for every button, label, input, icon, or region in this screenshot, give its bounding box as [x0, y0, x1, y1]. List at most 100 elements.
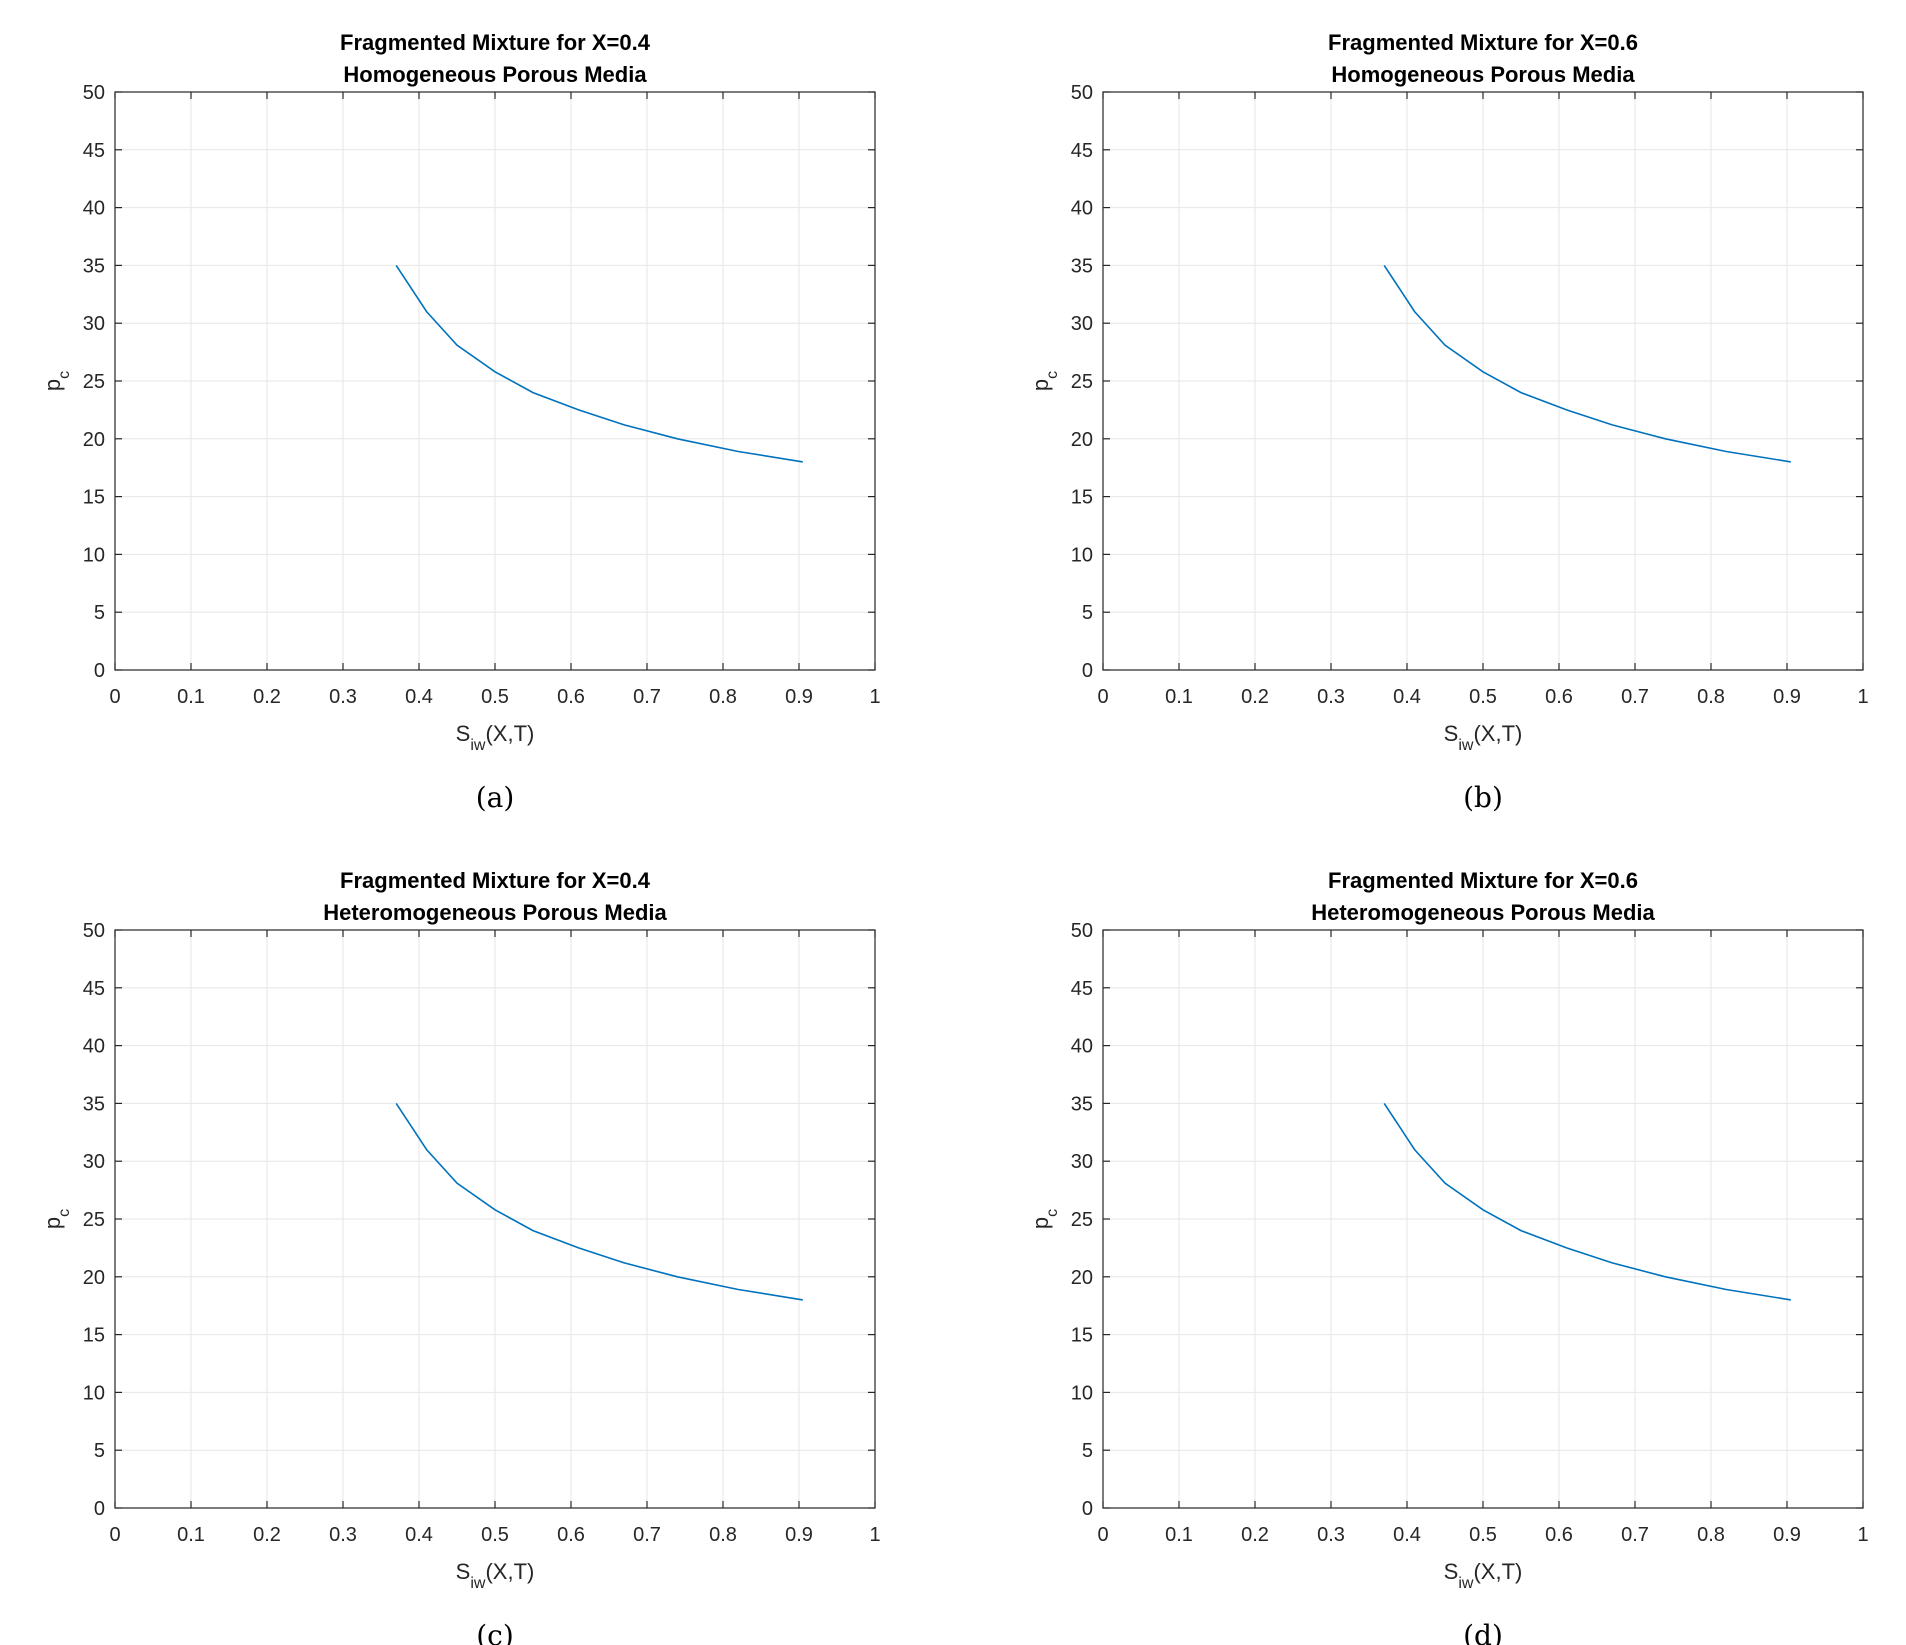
x-tick-label: 0.9: [1773, 686, 1801, 708]
x-tick-label: 0.2: [1241, 1524, 1269, 1546]
x-tick-label: 0.3: [1317, 1524, 1345, 1546]
y-axis-label-sub: c: [1044, 371, 1061, 379]
x-axis-label-rest: (X,T): [485, 721, 534, 746]
series-line-1: [1383, 264, 1791, 463]
x-tick-label: 0.3: [329, 686, 357, 708]
chart-panel-1: 0 0.1 0.2 0.3 0.4 0.5 0.6 0.7 0.8 0.9 105101520253…: [40, 30, 881, 814]
chart-panel-3: 0 0.1 0.2 0.3 0.4 0.5 0.6 0.7 0.8 0.9 105101520253…: [40, 868, 881, 1645]
y-tick-label: 10: [1071, 1382, 1093, 1404]
x-axis-label: Siw(X,T): [1444, 1559, 1523, 1592]
y-tick-label: 50: [1071, 82, 1093, 104]
y-axis-label: pc: [1028, 1209, 1061, 1229]
y-axis-label-base: p: [40, 379, 65, 391]
x-tick-label: 0: [1097, 1524, 1108, 1546]
x-tick-label: 0: [109, 686, 120, 708]
y-tick-label: 5: [94, 602, 105, 624]
y-tick-label: 20: [83, 1267, 105, 1289]
y-tick-label: 25: [83, 1209, 105, 1231]
x-tick-label: 0.5: [1469, 1524, 1497, 1546]
chart-panel-4: 0 0.1 0.2 0.3 0.4 0.5 0.6 0.7 0.8 0.9 105101520253…: [1028, 868, 1869, 1645]
y-axis-label-sub: c: [56, 1209, 73, 1217]
chart-title-line-2: Heteromogeneous Porous Media: [323, 900, 667, 925]
y-axis-label-base: p: [1028, 379, 1053, 391]
y-tick-label: 20: [1071, 429, 1093, 451]
y-axis-label: pc: [40, 371, 73, 391]
series-line-1: [395, 264, 803, 463]
x-tick-label: 1: [869, 686, 880, 708]
x-tick-label: 0.7: [1621, 1524, 1649, 1546]
x-axis-label-base: S: [456, 1559, 471, 1584]
series-line-1: [395, 1102, 803, 1301]
y-tick-label: 15: [1071, 1325, 1093, 1347]
x-axis-label: Siw(X,T): [1444, 721, 1523, 754]
x-axis-label: Siw(X,T): [456, 1559, 535, 1592]
x-tick-label: 0: [1097, 686, 1108, 708]
x-tick-label: 0.7: [633, 1524, 661, 1546]
x-tick-label: 0.6: [1545, 1524, 1573, 1546]
x-tick-label: 0.8: [1697, 686, 1725, 708]
x-axis-label-base: S: [1444, 1559, 1459, 1584]
y-tick-label: 30: [83, 313, 105, 335]
x-tick-label: 0: [109, 1524, 120, 1546]
y-tick-label: 0: [1082, 660, 1093, 682]
y-tick-label: 35: [1071, 1093, 1093, 1115]
x-tick-label: 0.4: [1393, 686, 1421, 708]
x-axis-label-sub: iw: [470, 737, 486, 754]
y-tick-label: 0: [1082, 1498, 1093, 1520]
x-tick-label: 0.8: [709, 686, 737, 708]
y-tick-label: 45: [83, 978, 105, 1000]
chart-title-line-1: Fragmented Mixture for X=0.4: [340, 868, 651, 893]
x-tick-label: 0.6: [557, 686, 585, 708]
y-tick-label: 45: [1071, 140, 1093, 162]
chart-panel-2: 0 0.1 0.2 0.3 0.4 0.5 0.6 0.7 0.8 0.9 105101520253…: [1028, 30, 1869, 814]
x-axis-label: Siw(X,T): [456, 721, 535, 754]
x-tick-label: 0.4: [405, 1524, 433, 1546]
y-tick-label: 0: [94, 1498, 105, 1520]
x-tick-label: 0.2: [253, 686, 281, 708]
y-tick-label: 40: [83, 1036, 105, 1058]
y-tick-label: 10: [1071, 544, 1093, 566]
x-tick-label: 0.8: [1697, 1524, 1725, 1546]
chart-title-line-1: Fragmented Mixture for X=0.6: [1328, 868, 1638, 893]
x-tick-label: 0.1: [1165, 686, 1193, 708]
chart-title-line-1: Fragmented Mixture for X=0.4: [340, 30, 651, 55]
panel-caption: (d): [1463, 1619, 1503, 1645]
x-axis-label-sub: iw: [470, 1575, 486, 1592]
y-tick-label: 45: [83, 140, 105, 162]
y-tick-label: 35: [1071, 255, 1093, 277]
x-tick-label: 0.3: [1317, 686, 1345, 708]
x-axis-label-rest: (X,T): [1473, 721, 1522, 746]
y-axis-label: pc: [1028, 371, 1061, 391]
y-tick-label: 30: [1071, 313, 1093, 335]
series-line-1: [1383, 1102, 1791, 1301]
y-tick-label: 25: [1071, 1209, 1093, 1231]
x-axis-label-base: S: [456, 721, 471, 746]
x-tick-label: 0.4: [405, 686, 433, 708]
chart-title-line-2: Homogeneous Porous Media: [343, 62, 647, 87]
x-axis-label-rest: (X,T): [1473, 1559, 1522, 1584]
y-axis-label-sub: c: [56, 371, 73, 379]
y-tick-label: 25: [83, 371, 105, 393]
y-tick-label: 15: [83, 1325, 105, 1347]
chart-title-line-2: Heteromogeneous Porous Media: [1311, 900, 1655, 925]
panel-caption: (a): [476, 781, 515, 814]
x-tick-label: 0.9: [785, 1524, 813, 1546]
y-tick-label: 50: [83, 82, 105, 104]
x-tick-label: 0.2: [253, 1524, 281, 1546]
y-tick-label: 10: [83, 544, 105, 566]
y-tick-label: 10: [83, 1382, 105, 1404]
x-tick-label: 0.9: [1773, 1524, 1801, 1546]
x-tick-label: 0.1: [1165, 1524, 1193, 1546]
y-axis-label: pc: [40, 1209, 73, 1229]
y-tick-label: 40: [1071, 198, 1093, 220]
y-tick-label: 50: [83, 920, 105, 942]
panel-caption: (b): [1463, 781, 1503, 814]
x-axis-label-base: S: [1444, 721, 1459, 746]
x-tick-label: 1: [1857, 1524, 1868, 1546]
y-tick-label: 30: [1071, 1151, 1093, 1173]
x-tick-label: 1: [1857, 686, 1868, 708]
x-tick-label: 0.6: [1545, 686, 1573, 708]
y-tick-label: 0: [94, 660, 105, 682]
y-axis-label-base: p: [40, 1217, 65, 1229]
y-tick-label: 40: [83, 198, 105, 220]
